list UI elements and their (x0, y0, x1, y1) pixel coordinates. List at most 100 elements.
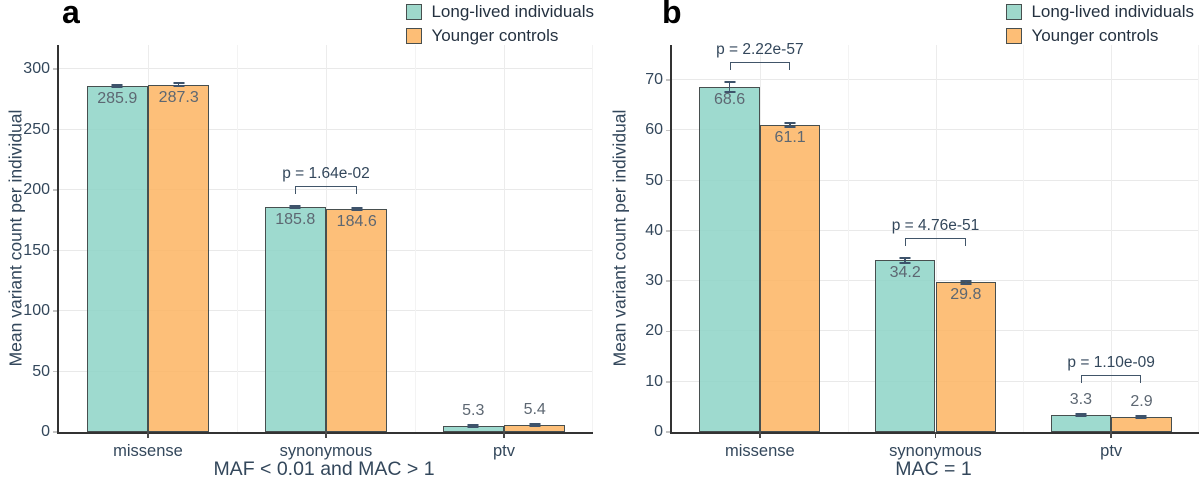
legend-item-younger: Younger controls (406, 26, 594, 46)
plot-area-b: 0 10 20 30 40 50 60 70 missense synonymous ptv 68.6… (645, 41, 1199, 460)
y-tick-label: 60 (645, 121, 663, 139)
value-label: 3.3 (1069, 391, 1092, 409)
error-bar (116, 85, 119, 88)
value-label: 2.9 (1130, 393, 1153, 411)
error-bar-cap (529, 425, 541, 428)
p-value-label: p = 1.64e-02 (282, 165, 370, 183)
bar-missense-younger (759, 124, 821, 432)
y-tick-label: 250 (23, 120, 50, 138)
y-tick-mark (666, 280, 670, 282)
value-label: 29.8 (950, 286, 982, 304)
y-tick-mark (666, 431, 670, 433)
error-bar (904, 257, 906, 263)
p-value-label: p = 4.76e-51 (891, 216, 980, 234)
value-label: 185.8 (275, 211, 316, 229)
error-bar-cap (529, 423, 541, 426)
y-tick-mark (53, 370, 57, 373)
x-category-label: ptv (492, 442, 516, 460)
error-bar-cap (784, 125, 796, 128)
plot-area-a: 0 50 100 150 200 250 300 missense synonymous ptv 2… (23, 45, 593, 460)
bar-missense-long-lived (699, 87, 760, 432)
y-tick-mark (53, 189, 57, 191)
bar-synonymous-long-lived (874, 260, 936, 432)
error-bar-cap (1075, 415, 1087, 418)
y-tick-label: 200 (23, 181, 50, 199)
x-tick-mark (934, 432, 937, 438)
y-tick-label: 30 (645, 272, 663, 290)
legend-label-long-lived: Long-lived individuals (431, 2, 594, 21)
value-label: 61.1 (774, 128, 806, 146)
value-label: 5.3 (462, 401, 485, 419)
y-tick-mark (666, 330, 670, 333)
y-tick-label: 0 (654, 423, 663, 440)
y-tick-mark (53, 431, 57, 433)
y-tick-label: 300 (23, 60, 50, 78)
significance-bracket (729, 62, 791, 71)
y-tick-label: 20 (645, 322, 663, 340)
y-tick-label: 50 (645, 171, 663, 189)
error-bar-cap (899, 256, 911, 259)
value-label: 184.6 (336, 212, 377, 230)
error-bar-cap (724, 81, 736, 84)
panel-a: a Long-lived individuals Younger control… (5, 0, 595, 480)
value-label: 34.2 (889, 264, 921, 282)
legend-item-long-lived: Long-lived individuals (406, 2, 594, 22)
significance-bracket (295, 186, 357, 195)
x-axis-title-b: MAC = 1 (895, 458, 972, 480)
gridline-vertical-minor (847, 45, 849, 432)
legend-item-younger: Younger controls (1006, 26, 1194, 46)
gridline-vertical-minor (1023, 45, 1025, 432)
value-label: 287.3 (158, 88, 199, 106)
error-bar-cap (724, 91, 736, 94)
y-tick-mark (53, 310, 57, 312)
error-bar-cap (289, 205, 301, 208)
panel-b: b Long-lived individuals Younger control… (600, 0, 1200, 488)
x-tick-mark (759, 432, 761, 438)
error-bar-cap (960, 279, 972, 282)
error-bar-cap (111, 84, 123, 87)
p-value-label: p = 1.10e-09 (1067, 353, 1155, 371)
x-category-label: synonymous (279, 442, 373, 460)
gridline-vertical-minor (237, 45, 238, 432)
error-bar-cap (1135, 415, 1147, 418)
gridline-vertical-minor (1198, 45, 1199, 432)
x-tick-mark (503, 432, 505, 438)
value-label: 5.4 (523, 401, 546, 419)
x-tick-mark (325, 432, 327, 438)
error-bar-cap (1135, 417, 1147, 420)
error-bar (789, 122, 791, 127)
x-axis-title-a: MAF < 0.01 and MAC > 1 (213, 458, 435, 480)
legend-label-younger: Younger controls (1031, 26, 1159, 45)
bar-ptv-long-lived (1050, 415, 1112, 432)
legend-swatch-younger (406, 28, 423, 44)
significance-bracket (905, 237, 966, 246)
y-tick-label: 10 (645, 372, 663, 390)
legend-swatch-long-lived (406, 4, 423, 20)
legend-label-long-lived: Long-lived individuals (1031, 2, 1194, 21)
gridline-vertical (504, 45, 505, 432)
gridline-vertical-minor (415, 45, 416, 432)
y-tick-label: 150 (23, 241, 50, 259)
error-bar (965, 280, 967, 284)
legend-label-younger: Younger controls (431, 26, 559, 45)
y-tick-mark (53, 249, 57, 252)
y-tick-label: 50 (32, 362, 50, 380)
panel-b-label: b (662, 0, 682, 30)
error-bar (728, 82, 731, 93)
y-tick-mark (53, 128, 57, 131)
error-bar-cap (173, 82, 185, 85)
y-tick-mark (666, 230, 670, 232)
x-category-label: missense (724, 442, 795, 460)
bar-synonymous-younger (326, 208, 388, 432)
error-bar (177, 83, 180, 86)
error-bar-cap (111, 86, 123, 89)
error-bar-cap (351, 206, 363, 209)
bar-ptv-younger (1111, 417, 1172, 432)
y-tick-mark (666, 79, 670, 81)
error-bar-cap (1075, 413, 1087, 416)
y-tick-label: 70 (645, 71, 663, 89)
p-value-label: p = 2.22e-57 (716, 41, 804, 59)
y-axis-title-a: Mean variant count per individual (5, 109, 26, 367)
legend-swatch-younger (1006, 28, 1023, 44)
error-bar-cap (899, 261, 911, 264)
